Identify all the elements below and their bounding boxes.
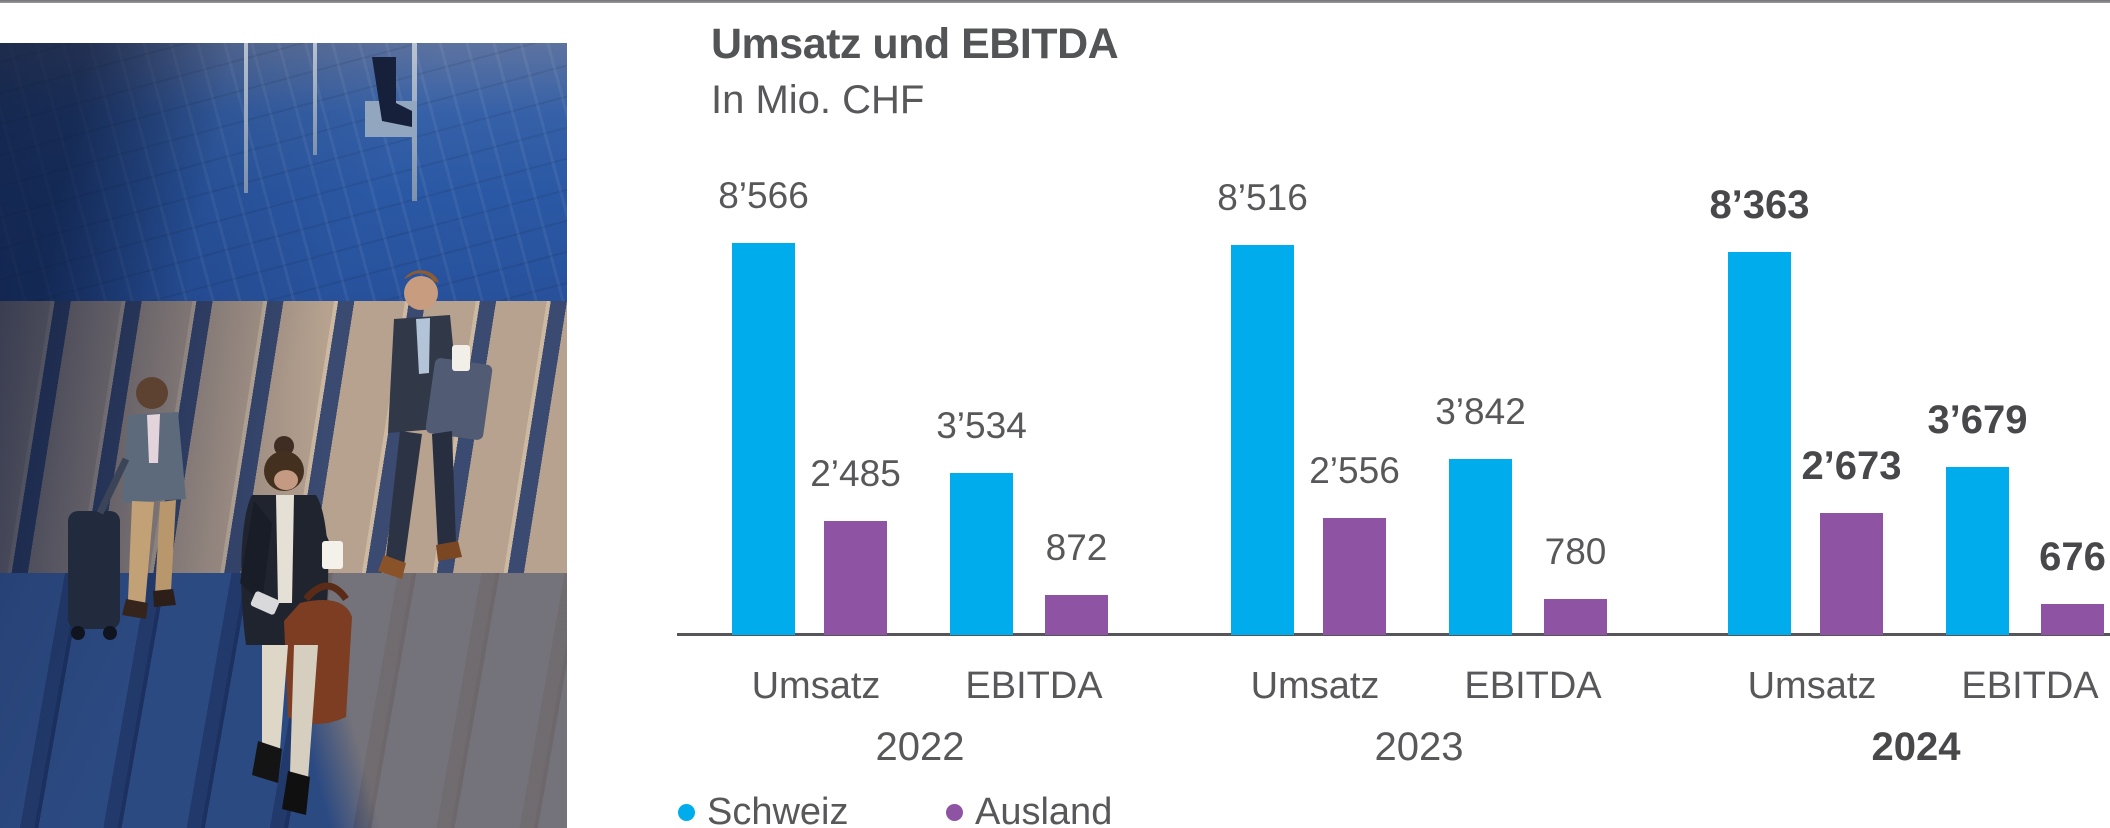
year-label-2023: 2023 xyxy=(1374,725,1464,769)
chart-legend: Schweiz Ausland xyxy=(0,790,2110,828)
year-label-2022: 2022 xyxy=(875,725,965,769)
photo-man-suit xyxy=(378,270,493,579)
bar-2024-ebitda-schweiz xyxy=(1946,467,2009,635)
x-label-ebitda-2022: EBITDA xyxy=(965,665,1103,707)
chart-subtitle: In Mio. CHF xyxy=(711,78,925,122)
bar-2024-umsatz-schweiz xyxy=(1728,252,1791,635)
photo-woman-phone xyxy=(240,436,352,815)
bar-2023-ebitda-ausland xyxy=(1544,599,1607,635)
value-label-2023-umsatz-schweiz: 8’516 xyxy=(1217,177,1308,218)
photo-sitting-person xyxy=(372,57,412,127)
top-divider xyxy=(0,0,2110,3)
photo-pole xyxy=(244,43,248,193)
value-label-2022-ebitda-schweiz: 3’534 xyxy=(936,405,1027,446)
photo-pole xyxy=(313,43,317,155)
legend-item-ausland: Ausland xyxy=(946,790,1112,828)
photo-people-illustration xyxy=(68,57,493,815)
photo-man-suitcase xyxy=(68,377,186,640)
value-label-2024-ebitda-ausland: 676 xyxy=(2039,535,2106,579)
value-label-2024-umsatz-schweiz: 8’363 xyxy=(1709,183,1810,227)
photo-plaza-shadow xyxy=(0,43,567,315)
legend-label: Schweiz xyxy=(707,791,849,828)
value-label-2023-umsatz-ausland: 2’556 xyxy=(1309,450,1400,491)
x-axis-line xyxy=(677,633,2110,636)
bar-2022-umsatz-ausland xyxy=(824,521,887,635)
bar-2023-ebitda-schweiz xyxy=(1449,459,1512,635)
x-label-ebitda-2023: EBITDA xyxy=(1464,665,1602,707)
x-label-umsatz-2023: Umsatz xyxy=(1250,665,1380,707)
legend-dot-ausland-icon xyxy=(946,803,963,821)
bar-2022-umsatz-schweiz xyxy=(732,243,795,635)
value-label-2023-ebitda-ausland: 780 xyxy=(1544,531,1607,572)
bar-2023-umsatz-ausland xyxy=(1323,518,1386,635)
bar-2022-ebitda-schweiz xyxy=(950,473,1013,635)
value-label-2022-ebitda-ausland: 872 xyxy=(1045,527,1108,568)
bar-2024-umsatz-ausland xyxy=(1820,513,1883,635)
bar-2024-ebitda-ausland xyxy=(2041,604,2104,635)
hero-photo xyxy=(0,43,567,828)
x-label-umsatz-2022: Umsatz xyxy=(751,665,881,707)
value-label-2024-umsatz-ausland: 2’673 xyxy=(1801,444,1902,488)
bar-2023-umsatz-schweiz xyxy=(1231,245,1294,635)
year-label-2024: 2024 xyxy=(1871,725,1961,769)
legend-label: Ausland xyxy=(975,791,1113,828)
x-label-ebitda-2024: EBITDA xyxy=(1961,665,2099,707)
value-label-2024-ebitda-schweiz: 3’679 xyxy=(1927,398,2028,442)
chart-title: Umsatz und EBITDA xyxy=(711,20,1119,68)
value-label-2022-umsatz-ausland: 2’485 xyxy=(810,453,901,494)
value-label-2023-ebitda-schweiz: 3’842 xyxy=(1435,391,1526,432)
bar-2022-ebitda-ausland xyxy=(1045,595,1108,635)
legend-item-schweiz: Schweiz xyxy=(678,790,849,828)
legend-dot-schweiz-icon xyxy=(678,803,695,821)
value-label-2022-umsatz-schweiz: 8’566 xyxy=(718,175,809,216)
x-label-umsatz-2024: Umsatz xyxy=(1747,665,1877,707)
